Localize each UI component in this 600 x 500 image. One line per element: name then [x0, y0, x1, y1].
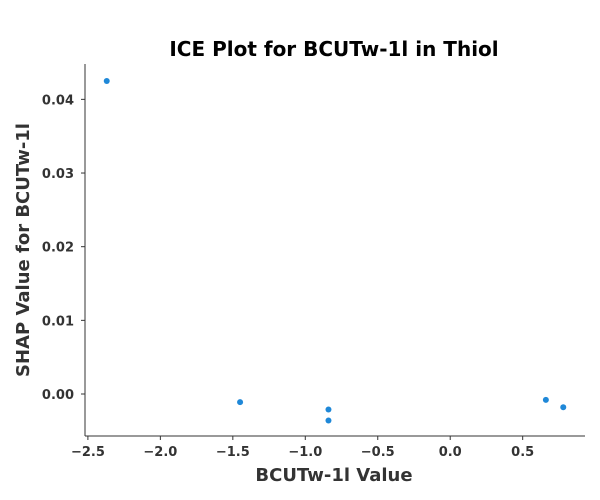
x-axis-label: BCUTw-1l Value: [255, 465, 412, 486]
y-tick-label: 0.01: [42, 314, 74, 329]
x-tick-label: −2.0: [143, 445, 177, 460]
chart-title: ICE Plot for BCUTw-1l in Thiol: [169, 37, 498, 61]
data-point: [560, 404, 567, 411]
y-tick-label: 0.04: [42, 93, 74, 108]
data-point: [103, 77, 110, 84]
x-tick-label: 0.0: [439, 445, 462, 460]
data-point: [542, 396, 549, 403]
data-point: [237, 399, 244, 406]
y-axis-label: SHAP Value for BCUTw-1l: [13, 123, 34, 377]
x-tick-label: −1.5: [216, 445, 250, 460]
x-tick-label: −2.5: [71, 445, 105, 460]
x-tick-label: 0.5: [511, 445, 534, 460]
data-point: [325, 406, 332, 413]
x-tick-label: −1.0: [288, 445, 322, 460]
axis-ticks: −2.5 −2.0 −1.5 −1.0 −0.5 0.0 0.5 0.00 0.01 0.02 0.…: [42, 93, 534, 460]
y-tick-label: 0.00: [42, 388, 74, 403]
x-tick-label: −0.5: [361, 445, 395, 460]
data-points: [103, 77, 567, 424]
y-tick-label: 0.02: [42, 241, 74, 256]
data-point: [325, 417, 332, 424]
y-tick-label: 0.03: [42, 167, 74, 182]
